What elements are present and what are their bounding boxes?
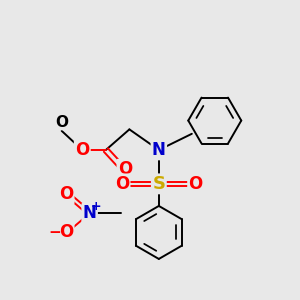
Text: O: O bbox=[188, 175, 203, 193]
Text: S: S bbox=[152, 175, 165, 193]
Text: O: O bbox=[75, 141, 89, 159]
Text: N: N bbox=[152, 141, 166, 159]
Text: O: O bbox=[55, 115, 68, 130]
Text: O: O bbox=[118, 160, 132, 178]
Text: O: O bbox=[59, 224, 73, 242]
Text: −: − bbox=[48, 225, 61, 240]
Text: N: N bbox=[83, 204, 97, 222]
Text: O: O bbox=[59, 185, 73, 203]
Text: O: O bbox=[115, 175, 129, 193]
Text: +: + bbox=[91, 200, 101, 213]
